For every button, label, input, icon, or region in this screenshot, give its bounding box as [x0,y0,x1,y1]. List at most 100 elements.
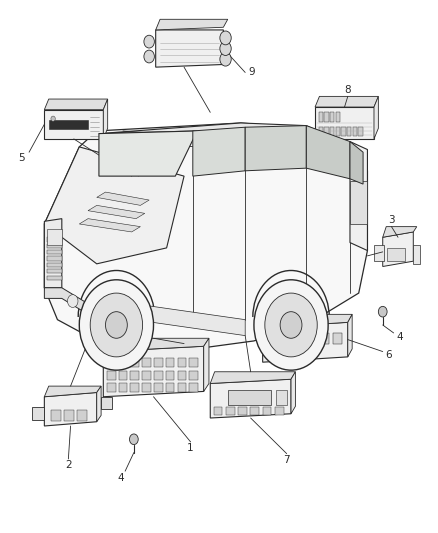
Polygon shape [103,99,108,139]
Bar [166,358,174,367]
Circle shape [220,42,231,55]
Circle shape [144,50,154,63]
Polygon shape [383,232,413,266]
Polygon shape [204,338,209,391]
Bar [107,370,116,379]
Polygon shape [155,19,228,30]
Bar [189,383,198,392]
Bar [353,127,357,136]
Polygon shape [291,372,295,414]
Bar [46,276,62,280]
Bar [154,358,162,367]
Bar [77,410,87,421]
Polygon shape [44,392,97,426]
Circle shape [130,434,138,445]
Circle shape [254,280,328,370]
Bar [49,120,88,130]
Bar [189,370,198,379]
Polygon shape [44,219,62,288]
Bar [166,370,174,379]
Bar [131,370,139,379]
Bar [177,358,186,367]
Polygon shape [193,127,245,176]
Circle shape [67,295,78,308]
Bar [306,349,316,358]
Bar [46,256,62,261]
Bar [330,127,334,136]
Polygon shape [44,386,101,397]
Circle shape [51,116,55,122]
Polygon shape [155,30,223,67]
Bar [263,407,272,415]
Polygon shape [44,99,108,110]
Polygon shape [245,126,306,171]
Circle shape [79,280,153,370]
Bar [107,358,116,367]
Bar [275,407,284,415]
Bar [131,358,139,367]
Polygon shape [103,346,204,397]
Bar [142,383,151,392]
Polygon shape [383,227,417,237]
Bar [251,407,259,415]
Bar [374,245,384,261]
Bar [64,410,74,421]
Bar [280,349,290,358]
Polygon shape [350,142,363,184]
Polygon shape [97,298,245,336]
Bar [46,250,62,254]
Polygon shape [210,372,295,383]
Bar [280,333,290,344]
Bar [336,112,340,122]
Bar [189,358,198,367]
Bar [107,383,116,392]
Bar [324,112,328,122]
Bar [154,383,162,392]
Bar [131,383,139,392]
Polygon shape [99,131,197,176]
Bar [154,370,162,379]
Circle shape [280,312,302,338]
Polygon shape [79,219,141,232]
Bar [119,358,127,367]
Bar [347,127,351,136]
Polygon shape [99,123,359,168]
Polygon shape [44,147,184,264]
Circle shape [378,306,387,317]
Polygon shape [88,205,145,219]
Bar [119,370,127,379]
Bar [319,333,329,344]
Bar [177,370,186,379]
Circle shape [90,293,143,357]
Polygon shape [44,288,97,320]
Bar [226,407,235,415]
Circle shape [220,52,231,66]
Circle shape [106,312,127,338]
Text: 9: 9 [248,68,255,77]
Polygon shape [97,386,101,422]
Bar [46,237,62,241]
Bar [276,390,287,405]
Bar [267,333,277,344]
Bar [166,383,174,392]
Polygon shape [263,322,348,362]
Bar [306,333,316,344]
Text: 4: 4 [117,473,124,482]
Bar [350,181,367,224]
Bar [293,333,303,344]
Circle shape [144,35,154,48]
Polygon shape [44,110,103,139]
Bar [387,248,405,261]
Bar [177,383,186,392]
Bar [46,263,62,267]
Bar [267,349,277,358]
Bar [142,358,151,367]
Bar [293,349,303,358]
Polygon shape [315,107,374,139]
Polygon shape [101,397,112,409]
Circle shape [265,293,317,357]
Bar [46,244,62,248]
Bar [46,269,62,273]
Text: 3: 3 [388,215,395,225]
Polygon shape [97,192,149,205]
